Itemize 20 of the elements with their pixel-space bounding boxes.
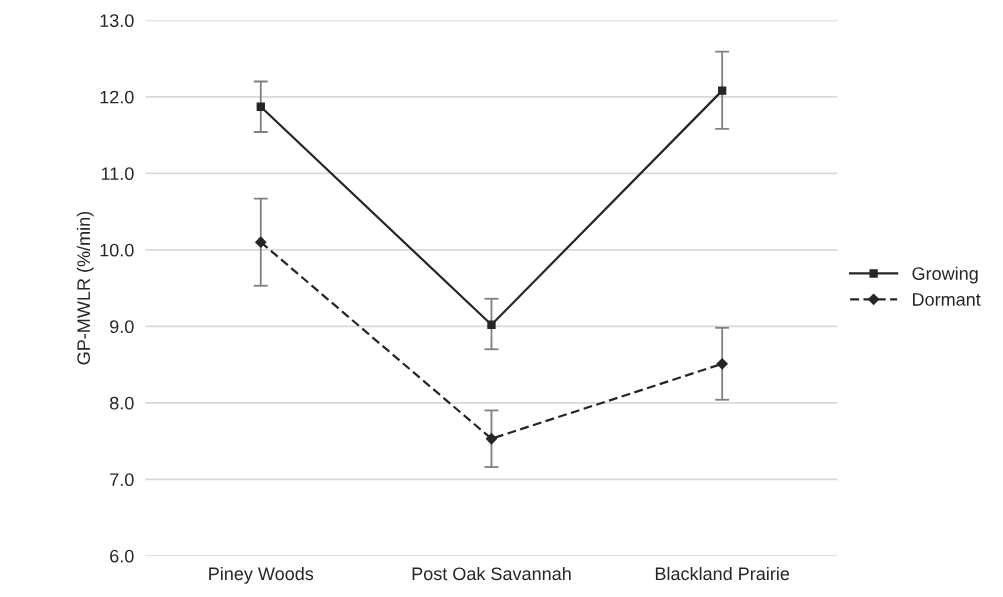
point	[487, 320, 496, 329]
y-tick-label: 10.0	[100, 243, 134, 257]
point	[716, 358, 728, 370]
point	[717, 86, 727, 95]
point	[485, 433, 498, 445]
point	[255, 236, 267, 248]
x-tick-label: Piney Woods	[209, 566, 314, 584]
x-tick-label: Blackland Prairie	[655, 566, 790, 581]
legend-label: Dormant	[913, 293, 981, 306]
y-tick-label: 12.0	[100, 90, 134, 104]
legend-label: Growing	[912, 266, 978, 284]
y-axis-title: GP-MWLR (%/min)	[76, 211, 94, 365]
y-tick-label: 9.0	[110, 320, 134, 334]
y-tick-label: 7.0	[110, 473, 134, 487]
point	[256, 102, 265, 111]
y-tick-label: 8.0	[110, 396, 134, 410]
y-tick-label: 11.0	[101, 167, 134, 181]
y-tick-label: 13.0	[100, 14, 134, 28]
y-tick-label: 6.0	[110, 549, 134, 563]
x-tick-label: Post Oak Savannah	[412, 566, 571, 581]
